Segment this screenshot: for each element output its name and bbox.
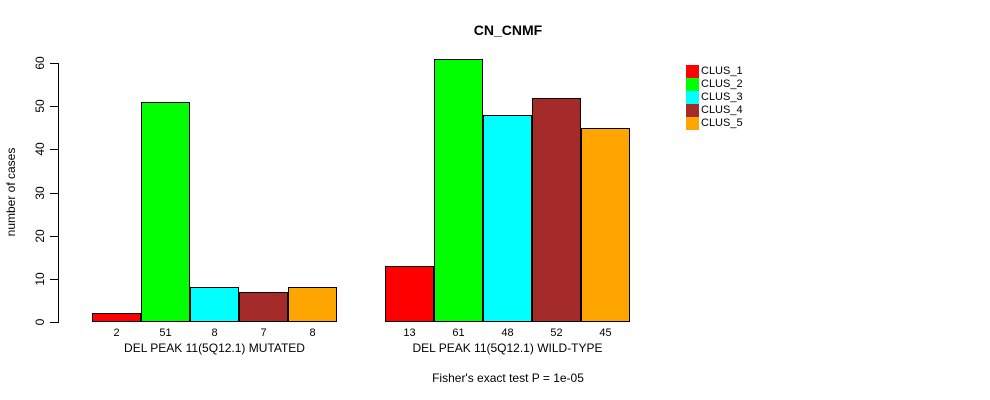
bar-clus_2-group2 (434, 58, 483, 322)
y-tick-label: 60 (33, 56, 47, 70)
y-tick-label: 30 (33, 185, 47, 200)
bar-clus_1-group2 (385, 265, 434, 322)
bar-clus_4-group1 (239, 291, 288, 322)
bar-clus_1-group1 (92, 313, 141, 322)
bar-value-label: 52 (550, 327, 563, 339)
legend-swatch-clus_4 (686, 104, 699, 117)
bar-value-label: 2 (113, 327, 120, 339)
legend-label-clus_2: CLUS_2 (701, 78, 743, 90)
y-tick-label: 20 (33, 228, 47, 243)
legend-swatch-clus_3 (686, 91, 699, 104)
y-tick-label: 0 (33, 318, 47, 326)
x-group-label: DEL PEAK 11(5Q12.1) WILD-TYPE (412, 341, 603, 355)
legend-swatch-clus_5 (686, 117, 699, 130)
bar-value-label: 8 (211, 327, 218, 339)
footer-note: Fisher's exact test P = 1e-05 (432, 371, 584, 385)
bar-clus_3-group1 (190, 287, 239, 322)
bar-clus_2-group1 (141, 101, 190, 322)
bar-clus_3-group2 (483, 114, 532, 322)
y-tick-mark (50, 106, 58, 108)
y-tick-label: 50 (33, 99, 47, 113)
bar-value-label: 8 (309, 327, 316, 339)
bar-clus_5-group1 (288, 287, 337, 322)
y-tick-mark (50, 149, 58, 151)
chart-title: CN_CNMF (473, 22, 543, 38)
y-axis-line (58, 63, 59, 323)
legend-label-clus_3: CLUS_3 (701, 91, 743, 103)
y-tick-label: 10 (33, 272, 47, 286)
legend-label-clus_1: CLUS_1 (701, 65, 743, 77)
bar-value-label: 13 (403, 327, 416, 339)
legend-label-clus_4: CLUS_4 (701, 104, 743, 116)
bar-clus_4-group2 (532, 97, 581, 322)
x-group-label: DEL PEAK 11(5Q12.1) MUTATED (124, 341, 305, 355)
legend-label-clus_5: CLUS_5 (701, 117, 743, 129)
bar-clus_5-group2 (581, 127, 630, 322)
legend-swatch-clus_2 (686, 78, 699, 91)
bar-value-label: 51 (159, 327, 172, 339)
bar-value-label: 61 (452, 327, 465, 339)
y-tick-mark (50, 322, 58, 323)
y-tick-mark (50, 235, 58, 237)
bar-value-label: 7 (260, 327, 267, 339)
legend-swatch-clus_1 (686, 65, 699, 78)
y-axis-title: number of cases (4, 147, 18, 237)
y-tick-mark (50, 63, 58, 64)
y-tick-label: 40 (33, 142, 47, 157)
y-tick-mark (50, 192, 58, 194)
y-tick-mark (50, 278, 58, 280)
bar-value-label: 48 (501, 327, 514, 339)
bar-value-label: 45 (599, 327, 612, 339)
